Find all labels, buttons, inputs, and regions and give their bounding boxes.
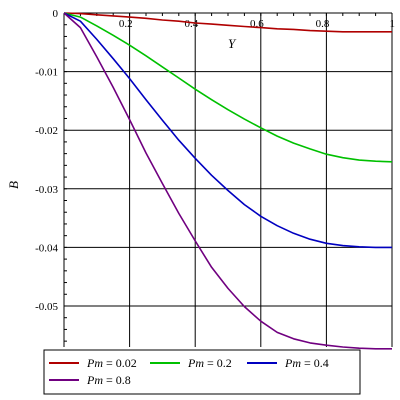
x-tick-label: 1 [390,18,396,30]
legend-label: Pm = 0.02 [86,356,137,370]
x-tick-label: 0.8 [316,18,330,30]
y-tick-label: 0 [53,8,59,20]
y-tick-label: -0.01 [35,67,58,79]
legend: Pm = 0.02 Pm = 0.2 Pm = 0.4 Pm = 0.8 [43,349,361,395]
y-tick-label: -0.05 [35,301,58,313]
x-axis-label: Y [228,36,237,51]
series-line-3 [63,12,392,249]
x-tick-label: 0.2 [119,18,133,30]
x-tick-label: 0.4 [184,18,198,30]
tick-labels: 0.2 0.4 0.6 0.8 10-0.01-0.02-0.03-0.04-0.05 [35,8,395,313]
legend-label: Pm = 0.2 [187,356,232,370]
series-line-2 [63,12,393,163]
series-line-1 [63,12,392,33]
y-tick-label: -0.03 [35,184,58,196]
series-group [63,12,393,350]
grid [64,13,393,347]
y-tick-label: -0.02 [35,125,58,137]
legend-label: Pm = 0.8 [86,373,131,387]
y-tick-label: -0.04 [35,242,58,254]
legend-box [43,349,361,395]
series-line-4 [63,12,392,350]
legend-label: Pm = 0.4 [284,356,329,370]
y-axis-label: B [6,181,21,189]
